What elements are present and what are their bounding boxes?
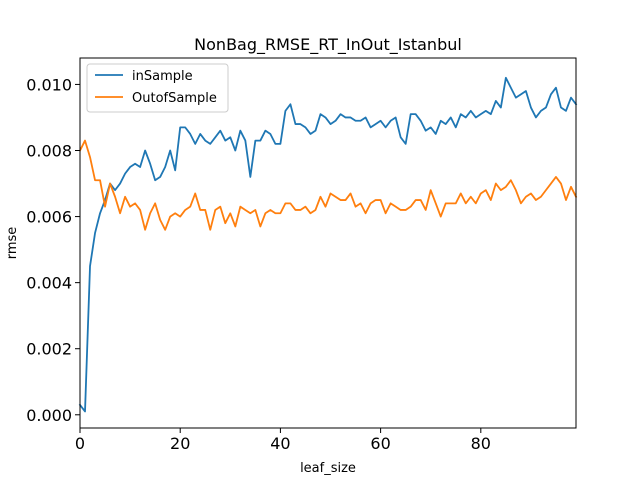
plot-area: 0 20 40 60 80 0.000 0.002 0.004 0.006 0.008 0.010 [26,57,578,453]
x-tick-label: 80 [471,434,491,453]
x-tick-label: 60 [370,434,390,453]
x-axis-label: leaf_size [300,461,356,476]
y-tick-label: 0.010 [26,75,72,94]
y-axis-label: rmse [5,227,20,260]
x-tick-label: 20 [170,434,190,453]
chart-title: NonBag_RMSE_RT_InOut_Istanbul [194,35,462,55]
legend-box [86,63,229,113]
y-tick-label: 0.004 [26,274,72,293]
x-tick-label: 0 [75,434,85,453]
series-line-outofsample [78,139,578,231]
plot-frame [79,57,577,429]
y-tick-label: 0.006 [26,208,72,227]
plot-background [80,58,576,428]
legend-label-insample: inSample [132,69,193,84]
x-axis-ticks: 0 20 40 60 80 [75,428,491,453]
series-line-insample [78,76,578,413]
y-tick-label: 0.008 [26,142,72,161]
series-lines [78,76,578,413]
x-tick-label: 40 [270,434,290,453]
y-tick-label: 0.002 [26,340,72,359]
y-tick-label: 0.000 [26,406,72,425]
legend: inSample OutofSample [86,63,229,113]
y-axis-ticks: 0.000 0.002 0.004 0.006 0.008 0.010 [26,75,80,425]
legend-label-outofsample: OutofSample [132,91,217,106]
